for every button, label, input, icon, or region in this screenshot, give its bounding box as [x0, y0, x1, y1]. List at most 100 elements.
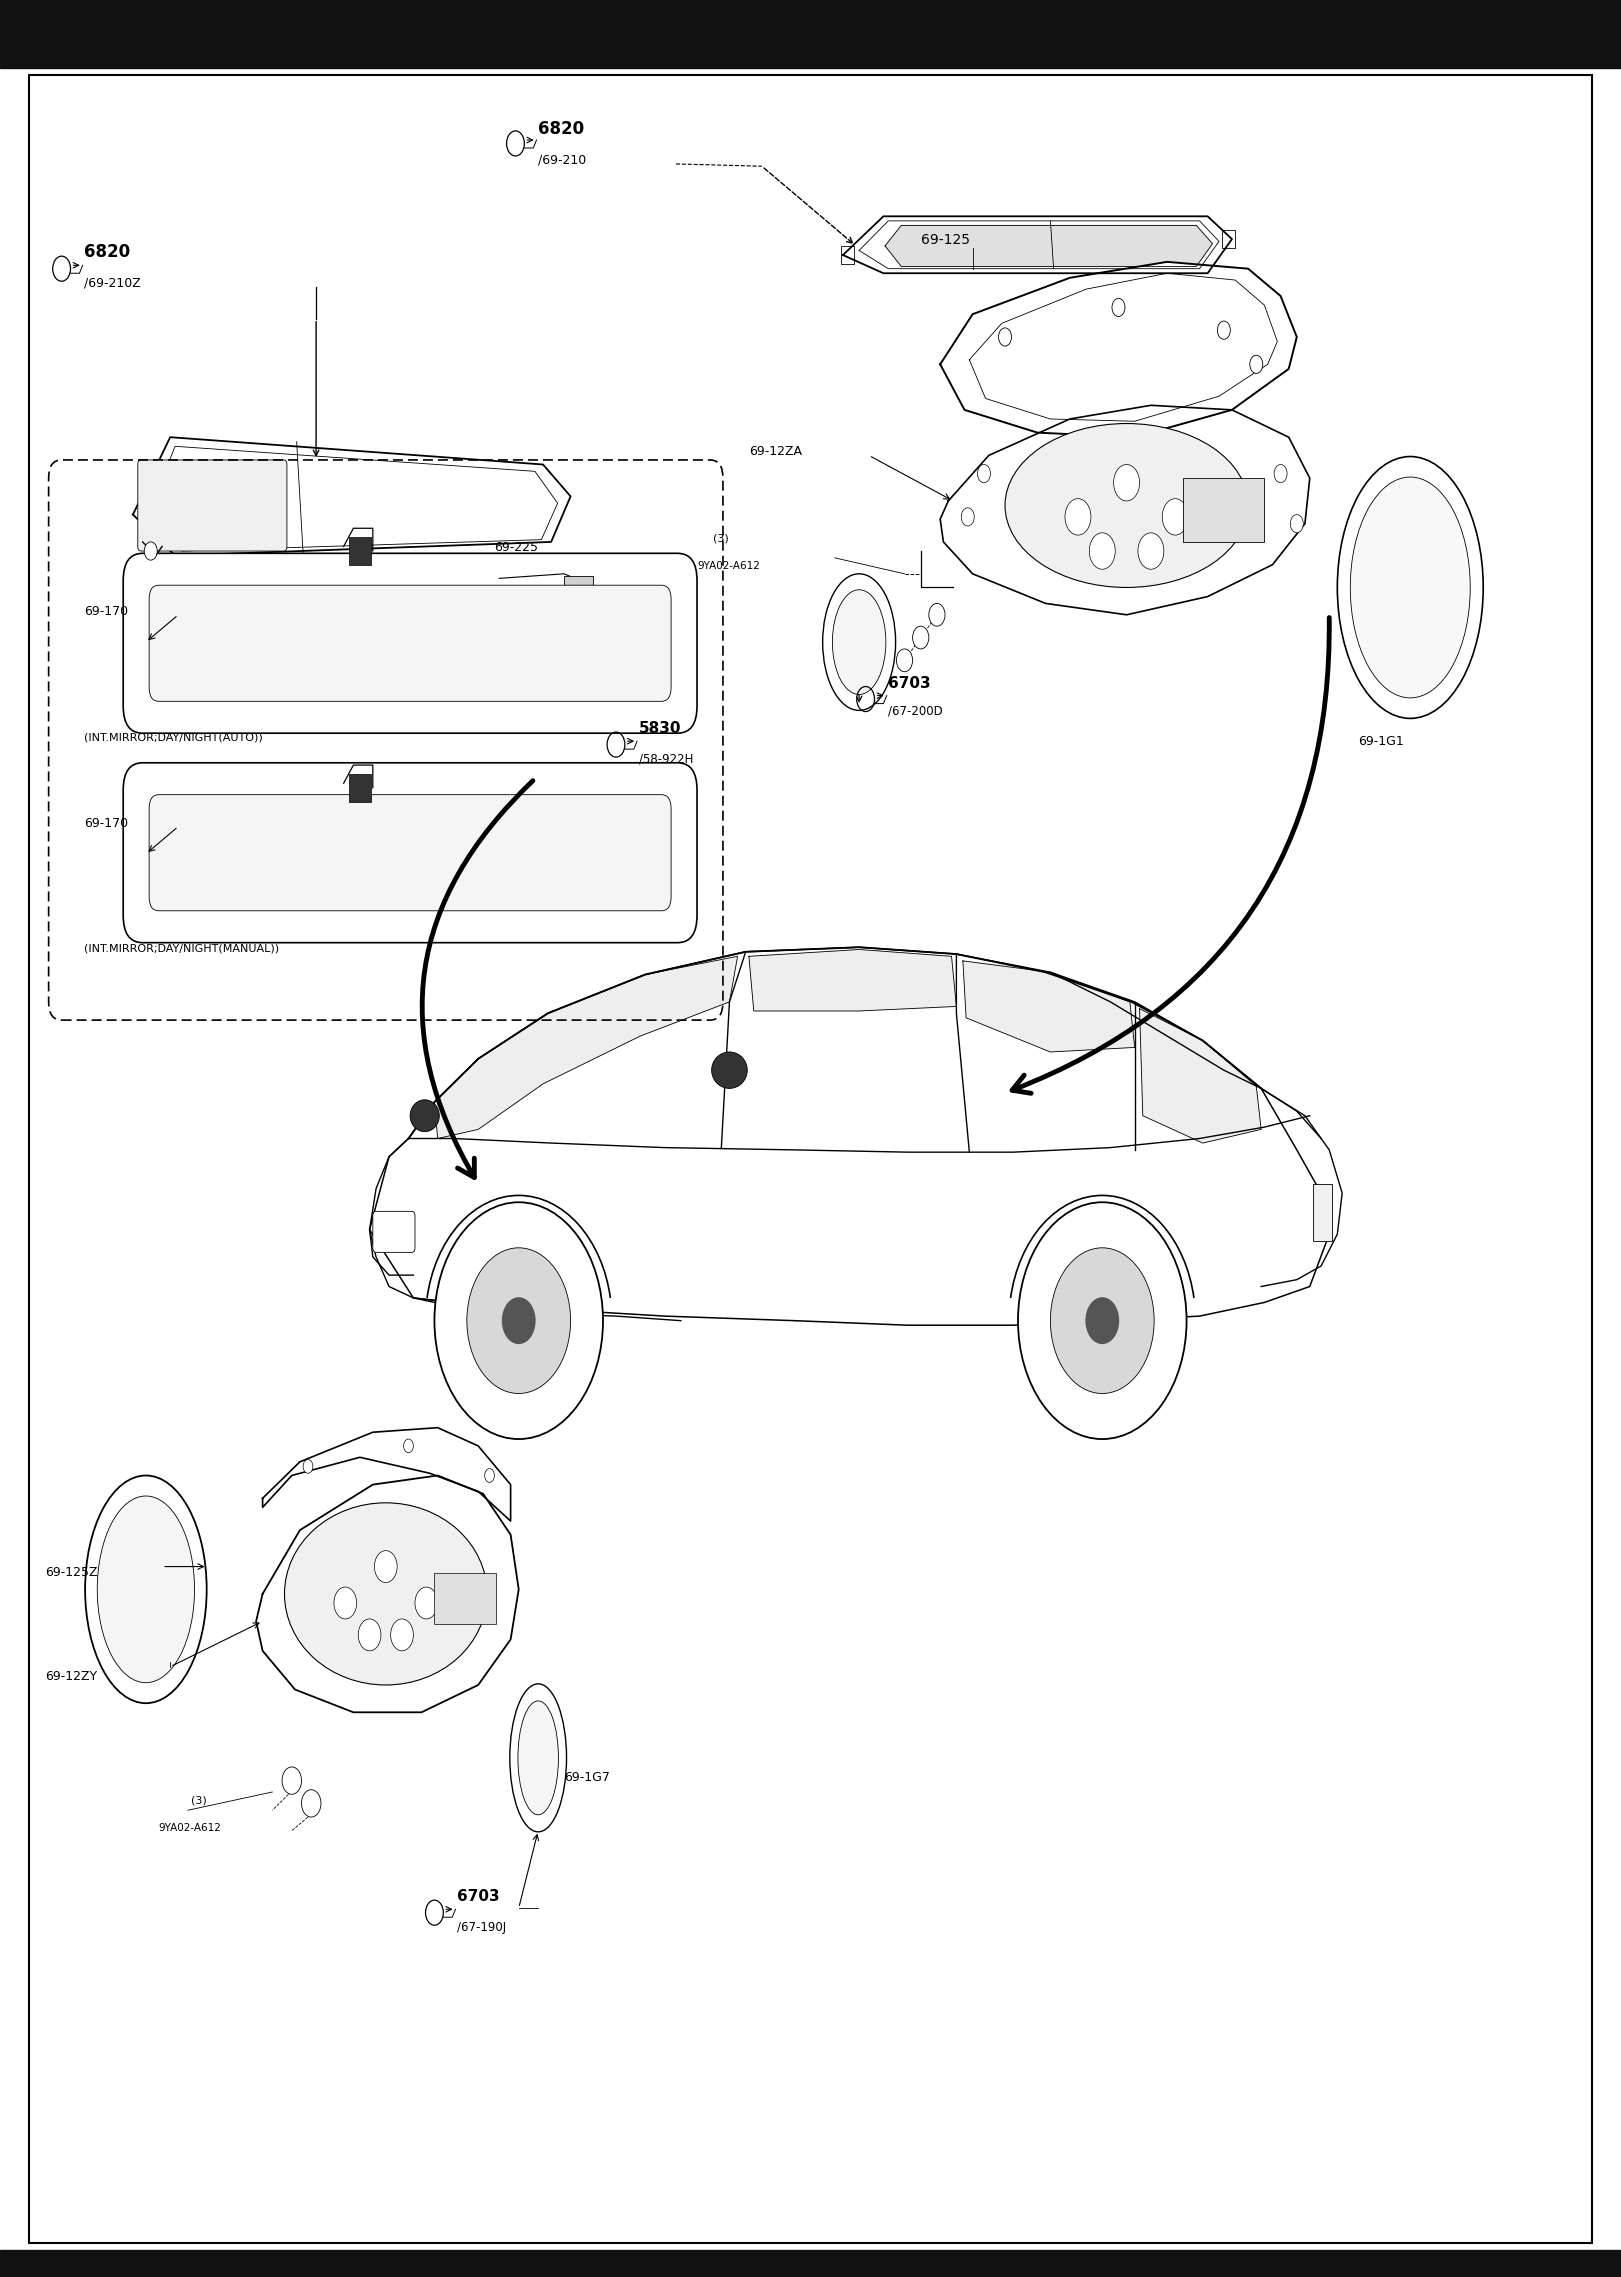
Text: /69-210: /69-210: [538, 155, 587, 166]
Circle shape: [485, 1469, 494, 1482]
Text: 69-225: 69-225: [494, 542, 538, 553]
Circle shape: [144, 542, 157, 560]
Text: 6820: 6820: [538, 121, 584, 139]
Circle shape: [374, 1551, 397, 1583]
Text: 69-170: 69-170: [84, 817, 128, 829]
Circle shape: [404, 1439, 413, 1453]
FancyBboxPatch shape: [149, 585, 671, 701]
Polygon shape: [749, 950, 956, 1011]
Polygon shape: [434, 956, 738, 1138]
Polygon shape: [499, 574, 597, 601]
Circle shape: [977, 465, 990, 483]
Bar: [0, 0, 1621, 68]
Ellipse shape: [1337, 455, 1483, 720]
Polygon shape: [256, 1475, 519, 1712]
Ellipse shape: [712, 1052, 747, 1088]
Circle shape: [302, 1790, 321, 1817]
Text: 9YA02-A612: 9YA02-A612: [159, 1822, 222, 1833]
Bar: [564, 576, 593, 599]
Circle shape: [913, 626, 929, 649]
Text: (INT.MIRROR;DAY/NIGHT(AUTO)): (INT.MIRROR;DAY/NIGHT(AUTO)): [84, 731, 263, 742]
Circle shape: [1065, 499, 1091, 535]
FancyBboxPatch shape: [123, 553, 697, 733]
Ellipse shape: [822, 574, 896, 710]
Circle shape: [334, 1587, 357, 1619]
Circle shape: [896, 649, 913, 672]
Circle shape: [282, 1767, 302, 1794]
Text: /69-210Z: /69-210Z: [84, 278, 141, 289]
Circle shape: [1112, 298, 1125, 317]
Ellipse shape: [833, 590, 885, 694]
Polygon shape: [1140, 1009, 1261, 1143]
Text: /67-200D: /67-200D: [888, 706, 943, 717]
Circle shape: [467, 1248, 571, 1394]
Circle shape: [1050, 1248, 1154, 1394]
Circle shape: [303, 1460, 313, 1473]
Ellipse shape: [1350, 478, 1470, 699]
Ellipse shape: [284, 1503, 486, 1685]
Text: 69-12ZA: 69-12ZA: [749, 446, 802, 458]
Text: (INT.MIRROR;DAY/NIGHT(MANUAL)): (INT.MIRROR;DAY/NIGHT(MANUAL)): [84, 943, 279, 954]
Polygon shape: [133, 437, 571, 556]
FancyBboxPatch shape: [123, 763, 697, 943]
Circle shape: [358, 1619, 381, 1651]
Circle shape: [503, 1298, 535, 1343]
Text: /67-190J: /67-190J: [457, 1922, 506, 1933]
Ellipse shape: [97, 1496, 195, 1683]
Circle shape: [1162, 499, 1188, 535]
Circle shape: [434, 1202, 603, 1439]
Ellipse shape: [84, 1475, 207, 1703]
Text: 69-125Z: 69-125Z: [45, 1567, 97, 1578]
Circle shape: [1250, 355, 1263, 373]
Circle shape: [1089, 533, 1115, 569]
Bar: [349, 774, 371, 802]
Text: 69-125: 69-125: [921, 232, 969, 246]
Text: 6820: 6820: [84, 244, 130, 262]
Text: 69-1G1: 69-1G1: [1358, 735, 1404, 747]
Polygon shape: [940, 405, 1310, 615]
Bar: [349, 537, 371, 565]
Polygon shape: [963, 961, 1135, 1052]
Polygon shape: [843, 216, 1232, 273]
Polygon shape: [940, 262, 1297, 437]
Ellipse shape: [410, 1100, 439, 1132]
FancyArrowPatch shape: [1012, 617, 1329, 1093]
Bar: [1222, 230, 1235, 248]
Ellipse shape: [1005, 424, 1248, 587]
Text: 6703: 6703: [457, 1890, 499, 1904]
Circle shape: [1138, 533, 1164, 569]
FancyBboxPatch shape: [373, 1211, 415, 1252]
Text: (3): (3): [191, 1794, 207, 1806]
Circle shape: [929, 603, 945, 626]
Circle shape: [1114, 465, 1140, 501]
Circle shape: [1086, 1298, 1118, 1343]
FancyArrowPatch shape: [421, 781, 533, 1177]
Circle shape: [415, 1587, 438, 1619]
Circle shape: [1018, 1202, 1187, 1439]
Circle shape: [391, 1619, 413, 1651]
Bar: [434, 1573, 496, 1624]
Text: 69-170: 69-170: [84, 606, 128, 617]
Circle shape: [1217, 321, 1230, 339]
Text: 69-12ZY: 69-12ZY: [45, 1671, 97, 1683]
Polygon shape: [885, 225, 1213, 266]
Circle shape: [961, 508, 974, 526]
Text: 9YA02-A612: 9YA02-A612: [697, 560, 760, 572]
Polygon shape: [370, 947, 1329, 1325]
Bar: [1313, 1184, 1332, 1241]
Text: (3): (3): [713, 533, 729, 544]
Text: 5830: 5830: [639, 722, 681, 735]
Bar: [841, 246, 854, 264]
Text: 6703: 6703: [888, 676, 930, 690]
Circle shape: [1274, 465, 1287, 483]
Circle shape: [1290, 515, 1303, 533]
Text: 69-1G7: 69-1G7: [564, 1772, 609, 1783]
Ellipse shape: [509, 1685, 566, 1831]
FancyBboxPatch shape: [138, 460, 287, 551]
Text: /58-922H: /58-922H: [639, 754, 694, 765]
FancyBboxPatch shape: [149, 795, 671, 911]
Ellipse shape: [517, 1701, 558, 1815]
Bar: [0, 2250, 1621, 2277]
Polygon shape: [263, 1428, 511, 1521]
Circle shape: [999, 328, 1012, 346]
